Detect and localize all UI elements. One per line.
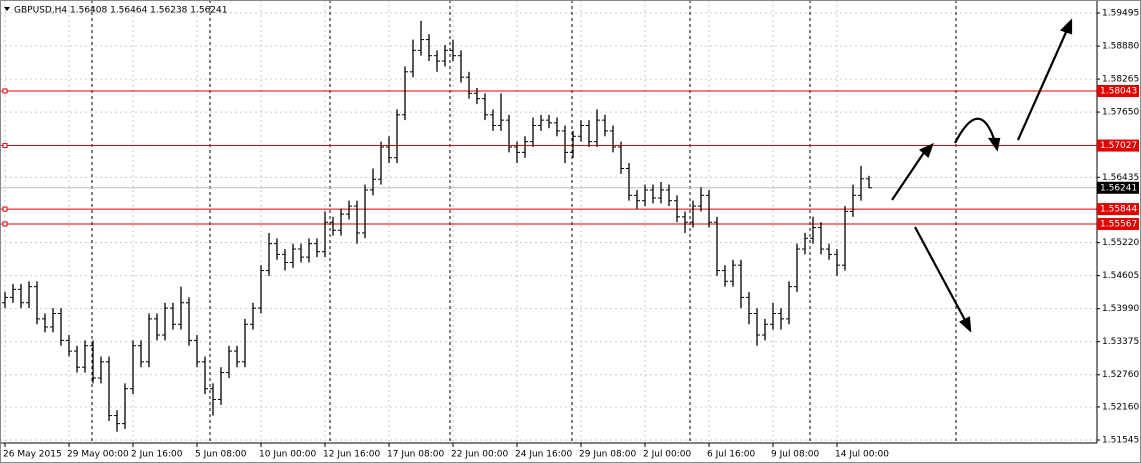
bars <box>2 20 872 432</box>
arrowhead <box>1059 18 1073 35</box>
y-tick-label: 1.58880 <box>1102 42 1139 52</box>
y-tick-label: 1.52160 <box>1102 402 1139 412</box>
x-tick-label: 14 Jul 00:00 <box>835 450 889 460</box>
x-tick-label: 29 Jun 08:00 <box>579 450 636 460</box>
arrow-up <box>891 150 926 201</box>
level-box <box>1097 217 1139 230</box>
level-handle <box>2 143 8 149</box>
x-tick-label: 2 Jun 16:00 <box>131 450 183 460</box>
grid <box>0 0 1097 443</box>
x-tick-label: 12 Jun 16:00 <box>323 450 380 460</box>
x-tick-label: 29 May 00:00 <box>67 450 129 460</box>
x-tick-label: 9 Jul 08:00 <box>771 450 820 460</box>
y-tick-label: 1.51545 <box>1102 435 1139 445</box>
y-tick-label: 1.55220 <box>1102 238 1139 248</box>
x-tick-label: 26 May 2015 <box>3 450 62 460</box>
x-tick-label: 10 Jun 00:00 <box>259 450 316 460</box>
level-box <box>1097 139 1139 152</box>
current-price-box <box>1097 181 1139 194</box>
x-tick-label: 2 Jul 00:00 <box>643 450 692 460</box>
menu-icon <box>4 7 10 11</box>
x-tick-label: 6 Jul 16:00 <box>707 450 756 460</box>
y-tick-label: 1.56435 <box>1102 173 1139 183</box>
level-handle <box>2 206 8 212</box>
level-label: 1.57027 <box>1100 141 1137 151</box>
y-tick-label: 1.57650 <box>1102 108 1139 118</box>
level-label: 1.55844 <box>1100 205 1137 215</box>
y-tick-label: 1.53375 <box>1102 337 1139 347</box>
y-tick-label: 1.53990 <box>1102 304 1139 314</box>
level-box <box>1097 203 1139 216</box>
annotations <box>891 18 1073 333</box>
x-tick-label: 5 Jun 08:00 <box>195 450 247 460</box>
arrow-up <box>1016 29 1069 141</box>
y-tick-label: 1.59495 <box>1102 8 1139 18</box>
level-handle <box>2 221 8 227</box>
level-label: 1.58043 <box>1100 86 1137 96</box>
x-tick-label: 17 Jun 08:00 <box>387 450 444 460</box>
x-tick-label: 24 Jun 16:00 <box>515 450 572 460</box>
arrow-down <box>914 226 967 323</box>
level-label: 1.55567 <box>1100 219 1137 229</box>
y-tick-label: 1.58265 <box>1102 75 1139 85</box>
arrowhead <box>987 137 1001 152</box>
chart-title: GBPUSD,H4 1.56408 1.56464 1.56238 1.5624… <box>14 6 227 16</box>
arrowhead <box>918 142 934 158</box>
x-tick-label: 22 Jun 00:00 <box>451 450 508 460</box>
arrowhead <box>959 316 972 333</box>
y-tick-label: 1.54605 <box>1102 271 1139 281</box>
level-box <box>1097 84 1139 97</box>
arrow-curve <box>954 117 997 144</box>
y-tick-label: 1.52760 <box>1102 370 1139 380</box>
current-price-label: 1.56241 <box>1100 183 1137 193</box>
level-handle <box>2 88 8 94</box>
